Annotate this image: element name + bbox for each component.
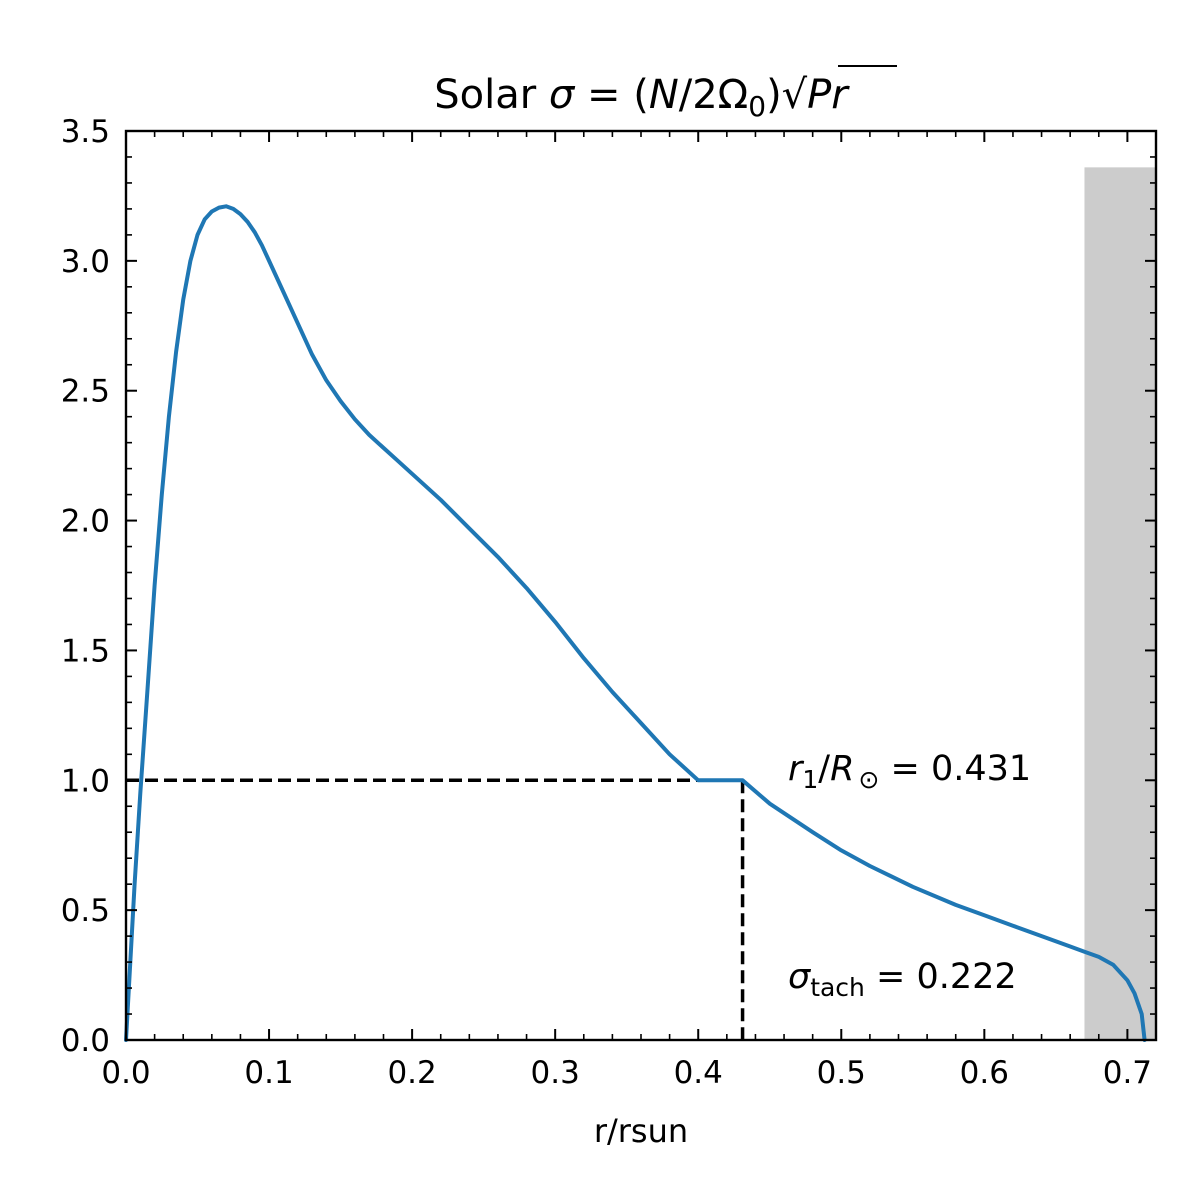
tick-label-layer: 0.0 0.1 0.2 0.3 0.4 0.5 0.6 0.7 0.0 0.5 1.0 1.5 2.0 2… [61, 114, 1152, 1091]
y-tick-label: 1.0 [61, 763, 110, 799]
y-tick-label: 3.0 [61, 244, 110, 280]
guide-layer [126, 778, 745, 1040]
series-line-sigma [124, 204, 1147, 1042]
tick-layer [125, 130, 1156, 1041]
y-tick-label: 2.5 [61, 374, 110, 410]
y-tick-label: 2.0 [61, 504, 110, 540]
shade-layer [1084, 167, 1156, 1041]
x-tick-label: 0.5 [817, 1055, 866, 1091]
plot-frame [124, 129, 1158, 1042]
chart-title: Solar σ = (N/2Ω0)√Pr [434, 72, 850, 123]
x-axis-label: r/rsun [594, 1112, 688, 1150]
x-tick-label: 0.3 [531, 1055, 580, 1091]
y-tick-label: 1.5 [61, 633, 110, 669]
annotation-sigma-tach: σtach = 0.222 [788, 957, 1017, 1002]
x-tick-label: 0.1 [244, 1055, 293, 1091]
x-tick-label: 0.7 [1103, 1055, 1152, 1091]
y-tick-label: 0.0 [61, 1023, 110, 1059]
series-layer [124, 204, 1147, 1042]
x-tick-label: 0.0 [101, 1055, 150, 1091]
annotation-r1: r1/R ⊙ = 0.431 [788, 749, 1031, 794]
x-tick-label: 0.4 [674, 1055, 723, 1091]
y-tick-label: 0.5 [61, 893, 110, 929]
x-tick-label: 0.6 [960, 1055, 1009, 1091]
shaded-region [1084, 167, 1156, 1041]
y-tick-label: 3.5 [61, 114, 110, 150]
x-tick-label: 0.2 [387, 1055, 436, 1091]
